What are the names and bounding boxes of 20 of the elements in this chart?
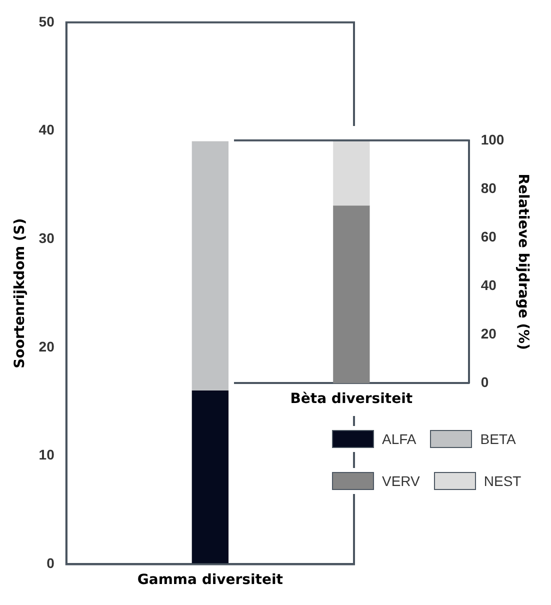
y-tick-label: 50 [38, 13, 55, 30]
y2-tick-label: 40 [480, 276, 497, 293]
legend-label: VERV [382, 473, 420, 489]
y-tick-label: 30 [38, 230, 55, 246]
y2-tick-label: 0 [480, 374, 489, 390]
legend-label: BETA [480, 431, 516, 447]
y2-tick-label: 60 [480, 228, 497, 244]
y-tick-label: 40 [38, 122, 55, 138]
y2-axis-title: Relatieve bijdrage (%) [514, 174, 531, 350]
y-tick-label: 10 [38, 446, 55, 463]
y-tick-label: 0 [46, 555, 55, 572]
legend-label: NEST [484, 473, 522, 489]
x-tick-label: Bèta diversiteit [290, 391, 413, 408]
x-tick-label: Gamma diversiteit [137, 572, 284, 588]
y-tick-label: 20 [38, 338, 55, 354]
y-axis-title: Soortenrijkdom (S) [12, 218, 28, 368]
y2-tick-label: 20 [480, 326, 497, 342]
y2-tick-label: 80 [480, 180, 497, 196]
legend-label: ALFA [382, 431, 416, 447]
y2-tick-label: 100 [480, 131, 504, 148]
